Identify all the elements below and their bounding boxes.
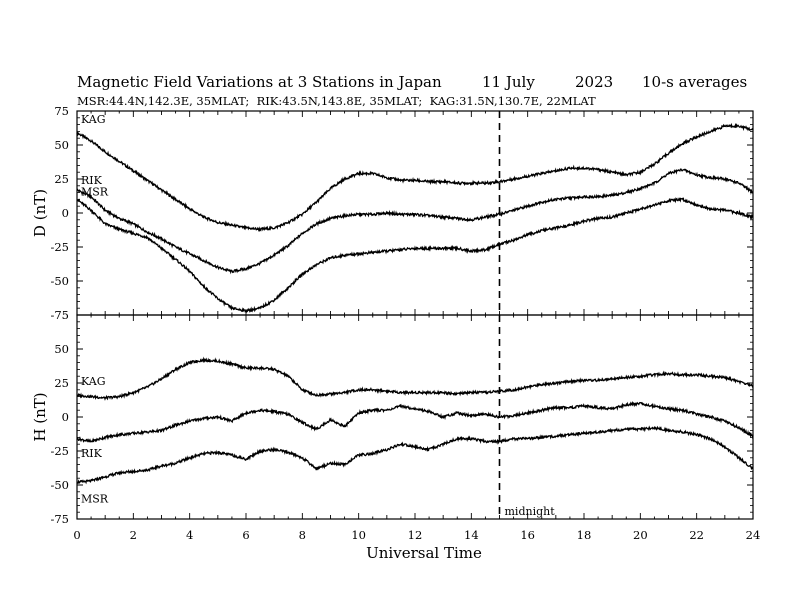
chart-averaging: 10-s averages [642,73,747,91]
x-tick-label: 4 [186,528,193,542]
chart-year: 2023 [575,73,613,91]
x-tick-label: 24 [746,528,761,542]
x-tick-label: 2 [130,528,137,542]
panel-frame [76,314,754,520]
series-label-rik: RIK [81,174,103,187]
y-tick-label: -50 [50,478,69,492]
x-tick-label: 22 [689,528,704,542]
x-tick-label: 12 [408,528,423,542]
chart-header: Magnetic Field Variations at 3 Stations … [77,73,747,108]
y-tick-label: -50 [50,274,69,288]
x-tick-label: 8 [299,528,306,542]
y-tick-label: 0 [62,206,69,220]
series-label-kag: KAG [81,375,106,388]
midnight-label: midnight [505,505,556,518]
x-tick-label: 18 [577,528,592,542]
y-axis-label: D (nT) [31,189,49,237]
y-axis-label: H (nT) [31,392,49,441]
x-tick-label: 14 [464,528,479,542]
x-tick-label: 0 [73,528,80,542]
x-tick-label: 16 [520,528,535,542]
y-tick-label: 0 [62,410,69,424]
x-tick-label: 20 [633,528,648,542]
y-tick-label: 25 [54,376,69,390]
y-tick-label: -25 [50,240,69,254]
y-tick-label: 75 [54,104,69,118]
series-label-kag: KAG [81,113,106,126]
y-tick-label: 25 [54,172,69,186]
x-tick-label: 6 [242,528,249,542]
series-line-msr [76,196,754,314]
panel-frame [76,110,754,316]
series-line-kag [76,356,754,401]
series-line-kag [76,122,754,232]
y-tick-label: -25 [50,444,69,458]
x-tick-label: 10 [351,528,366,542]
chart-date: 11 July [482,73,535,91]
y-tick-label: 50 [54,138,69,152]
y-tick-label: -75 [50,308,69,322]
y-tick-label: -75 [50,512,69,526]
series-label-msr: MSR [81,492,109,505]
chart-title: Magnetic Field Variations at 3 Stations … [77,73,442,91]
series-line-rik [76,400,754,443]
series-label-msr: MSR [81,185,109,198]
x-axis-label: Universal Time [366,544,482,562]
stations-info: MSR:44.4N,142.3E, 35MLAT; RIK:43.5N,143.… [77,94,596,108]
series-line-rik [76,168,754,275]
series-label-rik: RIK [81,447,103,460]
series-line-msr [76,425,754,485]
y-tick-label: 50 [54,342,69,356]
